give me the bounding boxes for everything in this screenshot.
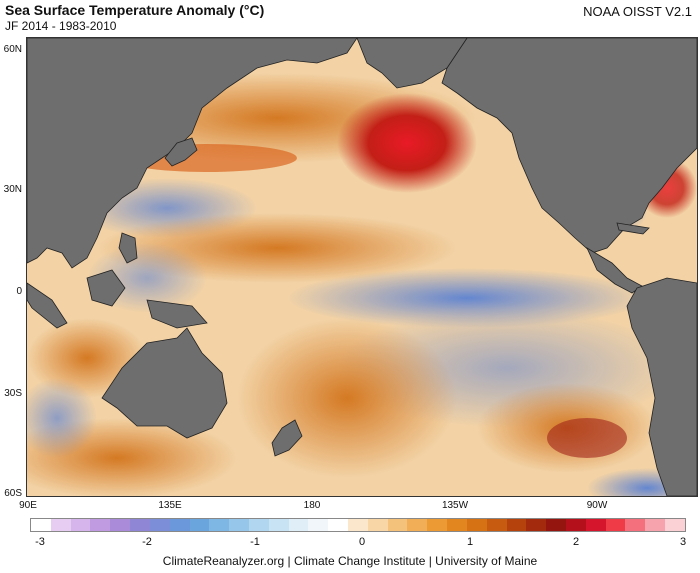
color-swatch xyxy=(466,519,487,531)
land-japan xyxy=(164,137,198,167)
color-swatch xyxy=(348,519,368,531)
color-scale-bar xyxy=(30,518,686,532)
color-swatch xyxy=(90,519,111,531)
scale-tick-neg3: -3 xyxy=(35,536,45,548)
color-swatch xyxy=(407,519,428,531)
lat-label-60s: 60S xyxy=(4,488,22,499)
scale-tick-2: 2 xyxy=(572,536,580,548)
scale-tick-1: 1 xyxy=(466,536,474,548)
color-swatch xyxy=(268,519,289,531)
color-swatch xyxy=(605,519,626,531)
color-swatch xyxy=(665,519,685,531)
map-canvas xyxy=(27,38,697,496)
color-swatch xyxy=(486,519,507,531)
land-cuba xyxy=(616,222,650,235)
color-swatch xyxy=(248,519,269,531)
land-asia xyxy=(27,38,358,269)
scale-tick-0: 0 xyxy=(358,536,366,548)
lon-label-180: 180 xyxy=(303,500,321,511)
map-subtitle: JF 2014 - 1983-2010 xyxy=(5,19,117,33)
land-alaska xyxy=(356,38,468,89)
color-swatch xyxy=(110,519,131,531)
color-swatch xyxy=(585,519,606,531)
color-swatch xyxy=(288,519,309,531)
lat-label-60n: 60N xyxy=(3,44,22,55)
scale-tick-3: 3 xyxy=(679,536,687,548)
color-swatch xyxy=(565,519,586,531)
land-north-america xyxy=(441,38,697,254)
lat-label-30n: 30N xyxy=(3,184,22,195)
color-swatch xyxy=(387,519,408,531)
color-swatch xyxy=(447,519,467,531)
color-swatch xyxy=(149,519,170,531)
color-swatch xyxy=(308,519,329,531)
lat-label-equator: 0 xyxy=(16,286,22,297)
color-swatch xyxy=(209,519,230,531)
color-swatch xyxy=(169,519,190,531)
land-borneo xyxy=(86,269,126,307)
color-swatch xyxy=(427,519,448,531)
color-swatch xyxy=(506,519,527,531)
anomaly-map xyxy=(26,37,698,497)
land-south-america xyxy=(626,277,697,496)
lon-label-135w: 135W xyxy=(441,500,469,511)
color-swatch xyxy=(70,519,91,531)
lat-label-30s: 30S xyxy=(4,388,22,399)
color-swatch xyxy=(625,519,646,531)
map-title: Sea Surface Temperature Anomaly (°C) xyxy=(5,2,265,18)
scale-tick-neg2: -2 xyxy=(142,536,152,548)
land-masses xyxy=(27,38,697,496)
color-swatch xyxy=(645,519,665,531)
land-sumatra xyxy=(27,282,68,329)
color-swatch xyxy=(50,519,71,531)
land-new-guinea xyxy=(146,299,208,329)
data-source-label: NOAA OISST V2.1 xyxy=(583,4,692,19)
land-philippines xyxy=(118,232,138,264)
lon-label-90e: 90E xyxy=(19,500,37,511)
color-swatch xyxy=(526,519,547,531)
credit-footer: ClimateReanalyzer.org | Climate Change I… xyxy=(162,554,538,568)
scale-tick-neg1: -1 xyxy=(250,536,260,548)
lon-label-135e: 135E xyxy=(158,500,182,511)
land-australia xyxy=(101,327,228,439)
land-new-zealand xyxy=(271,419,303,457)
color-swatch xyxy=(189,519,210,531)
color-swatch xyxy=(31,519,51,531)
color-swatch xyxy=(130,519,150,531)
color-swatch xyxy=(328,519,348,531)
color-swatch xyxy=(367,519,388,531)
color-swatch xyxy=(229,519,249,531)
lon-label-90w: 90W xyxy=(586,500,608,511)
color-swatch xyxy=(546,519,566,531)
